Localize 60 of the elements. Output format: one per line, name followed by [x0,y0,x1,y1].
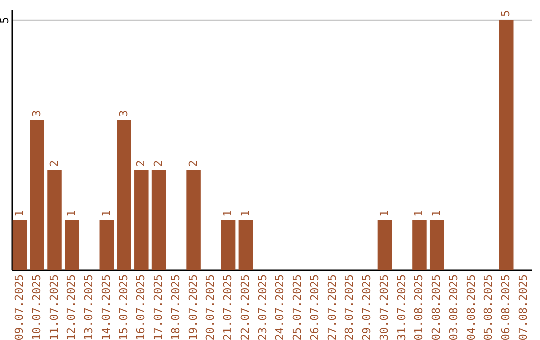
x-tick-label: 03.08.2025 [447,274,460,340]
data-label: 1 [65,210,78,217]
x-tick-label: 25.07.2025 [291,274,304,340]
x-tick-label: 07.08.2025 [517,274,530,340]
data-label: 3 [30,110,44,117]
bar [152,170,166,270]
x-tick-label: 19.07.2025 [186,274,200,340]
x-tick-label: 12.07.2025 [65,274,78,340]
x-tick-label: 31.07.2025 [395,274,408,340]
x-tick-label: 14.07.2025 [100,274,113,340]
x-tick-label: 29.07.2025 [360,274,374,340]
x-tick-label: 15.07.2025 [117,274,130,340]
x-tick-label: 28.07.2025 [343,274,356,340]
data-label: 1 [378,210,391,217]
data-label: 1 [430,210,444,217]
bar [100,220,114,270]
data-label: 2 [48,160,61,167]
bar [12,220,28,270]
bar [430,220,444,270]
bar [30,120,44,270]
bar [134,170,149,270]
x-tick-label: 06.08.2025 [500,274,513,340]
bar [500,20,514,270]
bar [238,220,254,270]
data-label: 2 [186,160,200,167]
data-label: 2 [134,160,148,167]
bar [412,220,427,270]
x-tick-label: 26.07.2025 [308,274,322,340]
bar [65,220,80,270]
x-tick-label: 11.07.2025 [48,274,61,340]
data-label: 3 [117,110,130,117]
data-label: 1 [238,210,252,217]
x-tick-label: 16.07.2025 [134,274,148,340]
x-tick-label: 04.08.2025 [464,274,478,340]
bar [378,220,392,270]
x-tick-label: 10.07.2025 [30,274,44,340]
x-tick-label: 23.07.2025 [256,274,270,340]
x-tick-label: 27.07.2025 [326,274,339,340]
data-label: 1 [100,210,113,217]
x-tick-label: 20.07.2025 [204,274,218,340]
data-label: 2 [152,160,166,167]
x-tick-label: 02.08.2025 [430,274,444,340]
x-tick-label: 05.08.2025 [482,274,496,340]
x-tick-label: 30.07.2025 [378,274,391,340]
x-tick-label: 21.07.2025 [222,274,235,340]
x-tick-label: 22.07.2025 [238,274,252,340]
x-tick-label: 13.07.2025 [82,274,96,340]
bar [221,220,236,270]
bar [48,170,62,270]
bar [186,170,201,270]
x-tick-label: 24.07.2025 [274,274,287,340]
x-tick-label: 01.08.2025 [412,274,426,340]
x-tick-label: 17.07.2025 [152,274,166,340]
x-tick-label: 09.07.2025 [12,274,26,340]
bar [117,120,132,270]
x-tick-label: 18.07.2025 [169,274,182,340]
data-label: 5 [500,10,513,17]
data-label: 1 [12,210,26,217]
data-label: 1 [222,210,235,217]
data-label: 1 [412,210,426,217]
